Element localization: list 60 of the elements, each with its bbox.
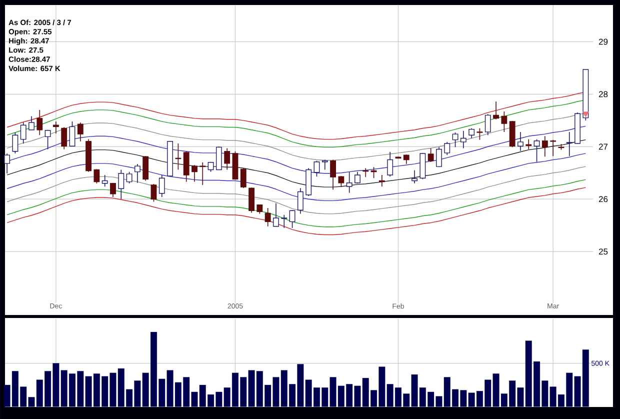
candlestick bbox=[44, 129, 51, 150]
candlestick bbox=[158, 174, 165, 198]
y-tick-label: 28 bbox=[598, 91, 608, 98]
candlestick bbox=[142, 156, 149, 182]
candlestick bbox=[346, 171, 352, 194]
candlestick bbox=[354, 171, 360, 184]
candlestick bbox=[476, 128, 483, 140]
candlestick bbox=[94, 168, 100, 184]
candlestick bbox=[192, 164, 198, 182]
candlestick bbox=[281, 214, 288, 228]
candlestick bbox=[428, 148, 434, 162]
y-tick-label: 29 bbox=[598, 38, 608, 45]
candlestick bbox=[28, 116, 34, 130]
candlestick bbox=[322, 159, 328, 170]
candlestick bbox=[69, 121, 76, 147]
candlestick bbox=[566, 132, 572, 156]
candlestick bbox=[518, 132, 524, 152]
candlestick bbox=[183, 150, 190, 182]
candlestick bbox=[493, 101, 499, 120]
candlestick bbox=[501, 111, 508, 132]
candlestick bbox=[110, 182, 116, 198]
candlestick bbox=[378, 174, 385, 187]
candlestick bbox=[542, 136, 548, 158]
candlestick bbox=[412, 170, 418, 184]
candlestick bbox=[387, 151, 394, 177]
candlestick bbox=[20, 122, 26, 144]
candlestick bbox=[314, 160, 320, 177]
candlestick bbox=[126, 171, 132, 184]
candlestick bbox=[403, 154, 410, 164]
candlestick bbox=[52, 121, 59, 134]
candlestick bbox=[444, 142, 450, 156]
candlestick bbox=[200, 162, 206, 186]
y-tick-label: 27 bbox=[598, 144, 608, 150]
candlestick bbox=[460, 130, 466, 149]
candlestick bbox=[273, 202, 279, 227]
candlestick bbox=[248, 187, 254, 214]
candlestick bbox=[468, 128, 475, 139]
candlestick bbox=[150, 183, 157, 202]
y-tick-label: 26 bbox=[598, 196, 608, 202]
candlestick bbox=[77, 122, 84, 142]
candlestick bbox=[118, 169, 124, 200]
candlestick bbox=[224, 148, 230, 170]
candlestick bbox=[216, 146, 222, 170]
candlestick bbox=[330, 159, 336, 190]
candlestick bbox=[61, 126, 68, 150]
candlestick bbox=[534, 138, 540, 162]
candlestick bbox=[338, 176, 344, 188]
candlestick bbox=[484, 114, 491, 136]
candlestick bbox=[452, 132, 458, 148]
candlestick bbox=[36, 110, 43, 136]
candlestick bbox=[240, 168, 246, 188]
candlestick bbox=[264, 208, 271, 227]
candlestick bbox=[289, 210, 296, 228]
candlestick bbox=[297, 188, 304, 214]
y-tick-label: 25 bbox=[598, 248, 608, 255]
candlestick bbox=[436, 146, 442, 168]
candlestick bbox=[134, 164, 140, 184]
candlestick bbox=[526, 138, 532, 150]
candlestick bbox=[12, 132, 18, 154]
candlestick bbox=[102, 174, 108, 187]
